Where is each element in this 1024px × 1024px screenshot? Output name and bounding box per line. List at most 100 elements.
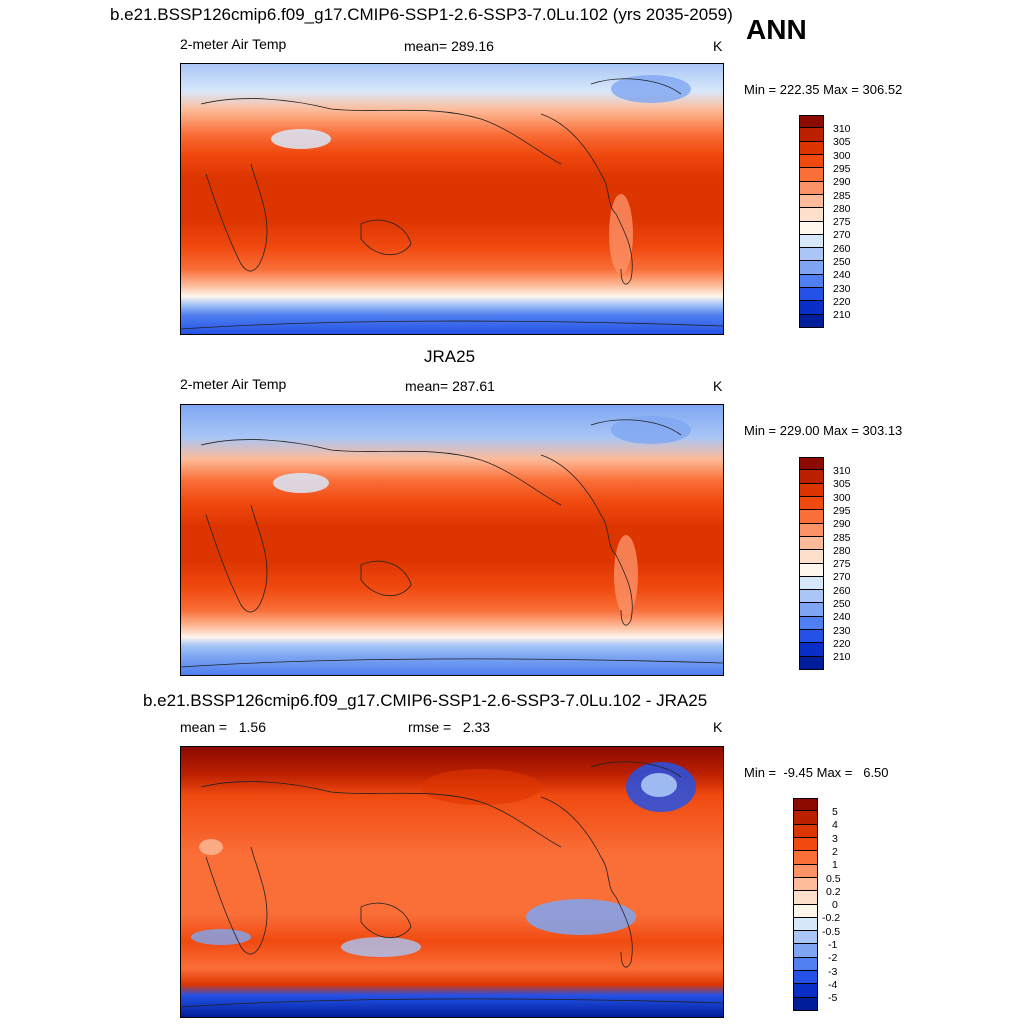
- colorbar-label: -0.5: [822, 925, 841, 938]
- colorbar-swatch: [799, 115, 824, 129]
- colorbar-label: 295: [833, 162, 851, 175]
- colorbar-label: 290: [833, 518, 851, 531]
- colorbar-label: 210: [833, 309, 851, 322]
- difference-map-field: [180, 747, 724, 1017]
- colorbar-swatch: [799, 234, 824, 249]
- colorbar-swatch: [793, 984, 818, 998]
- panel-center-label: mean= 287.61: [405, 378, 495, 394]
- colorbar-swatch: [799, 181, 824, 195]
- panel-minmax: Min = -9.45 Max = 6.50: [744, 765, 889, 780]
- colorbar-swatch: [793, 904, 818, 918]
- temperature-map-field: [180, 64, 724, 334]
- colorbar-label: 285: [833, 189, 851, 202]
- panel-left-label: mean = 1.56: [180, 719, 267, 735]
- colorbar-label: 230: [833, 282, 851, 295]
- panel-title: b.e21.BSSP126cmip6.f09_g17.CMIP6-SSP1-2.…: [143, 691, 708, 710]
- panel-title: JRA25: [424, 347, 476, 366]
- colorbar-swatch: [799, 496, 824, 511]
- panel-center-label: rmse = 2.33: [408, 719, 491, 735]
- colorbar-label: 210: [833, 651, 851, 664]
- colorbar-swatch: [799, 194, 824, 209]
- colorbar-label: -4: [828, 978, 838, 991]
- colorbar-label: 230: [833, 624, 851, 637]
- colorbar-label: 0.2: [826, 885, 841, 898]
- colorbar-swatch: [799, 536, 824, 551]
- colorbar-label: 3: [832, 832, 838, 845]
- colorbar-label: 295: [833, 504, 851, 517]
- colorbar-label: 250: [833, 256, 851, 268]
- colorbar-swatch: [799, 168, 824, 182]
- colorbar-swatch: [799, 128, 824, 142]
- colorbar-label: 300: [833, 491, 851, 504]
- colorbar-label: 310: [833, 123, 851, 135]
- colorbar-box: [799, 115, 824, 328]
- colorbar-swatch: [793, 851, 818, 865]
- colorbar: [793, 798, 818, 1011]
- colorbar-label: 240: [833, 269, 851, 282]
- colorbar-label: -5: [828, 992, 838, 1005]
- colorbar-label: 0.5: [826, 872, 841, 885]
- colorbar-swatch: [799, 563, 824, 577]
- colorbar-label: -1: [828, 939, 838, 951]
- colorbar-swatch: [799, 274, 824, 289]
- colorbar-swatch: [793, 864, 818, 878]
- colorbar-swatch: [793, 837, 818, 852]
- colorbar-swatch: [793, 971, 818, 985]
- colorbar-swatch: [799, 483, 824, 497]
- colorbar-label: 305: [833, 136, 851, 149]
- colorbar-swatch: [799, 208, 824, 222]
- colorbar: [799, 115, 824, 328]
- colorbar-swatch: [799, 301, 824, 315]
- colorbar-swatch: [799, 154, 824, 169]
- colorbar-labels: 5 4 3 2 1 0.5 0.2 0 -0.2 -0.5 -1 -2 -3 -…: [822, 806, 862, 1006]
- colorbar-swatch: [799, 550, 824, 564]
- colorbar-label: 220: [833, 295, 851, 308]
- colorbar-label: 270: [833, 571, 851, 584]
- colorbar-swatch: [799, 576, 824, 591]
- colorbar-label: 290: [833, 176, 851, 189]
- colorbar-swatch: [799, 510, 824, 524]
- colorbar: [799, 457, 824, 670]
- colorbar-swatch: [799, 630, 824, 644]
- colorbar-label: 240: [833, 611, 851, 624]
- colorbar-label: -0.2: [822, 912, 841, 925]
- colorbar-label: 1: [832, 859, 838, 872]
- colorbar-label: 250: [833, 598, 851, 610]
- panel-center-label: mean= 289.16: [404, 38, 494, 54]
- colorbar-label: 305: [833, 478, 851, 491]
- colorbar-label: 0: [832, 899, 838, 912]
- colorbar-label: 280: [833, 544, 851, 557]
- colorbar-labels: 310 305 300 295 290 285 280 275 270 260 …: [833, 123, 873, 323]
- panel-minmax: Min = 229.00 Max = 303.13: [744, 423, 903, 438]
- difference-map: [180, 746, 724, 1018]
- colorbar-swatch: [793, 824, 818, 838]
- colorbar-label: 260: [833, 584, 851, 597]
- colorbar-label: 310: [833, 465, 851, 477]
- colorbar-label: -3: [828, 965, 838, 978]
- temperature-map: [180, 404, 724, 676]
- colorbar-swatch: [799, 141, 824, 155]
- colorbar-swatch: [799, 221, 824, 235]
- figure-title: b.e21.BSSP126cmip6.f09_g17.CMIP6-SSP1-2.…: [110, 5, 733, 24]
- colorbar-swatch: [793, 811, 818, 825]
- panel-minmax: Min = 222.35 Max = 306.52: [744, 82, 903, 97]
- colorbar-label: 260: [833, 242, 851, 255]
- colorbar-swatch: [799, 523, 824, 537]
- colorbar-label: 300: [833, 149, 851, 162]
- colorbar-swatch: [793, 944, 818, 958]
- temperature-map-field: [180, 405, 724, 675]
- panel-units: K: [713, 719, 723, 735]
- colorbar-swatch: [793, 917, 818, 932]
- colorbar-swatch: [799, 288, 824, 302]
- colorbar-swatch: [793, 798, 818, 812]
- colorbar-label: 275: [833, 558, 851, 571]
- colorbar-swatch: [793, 877, 818, 892]
- colorbar-label: 220: [833, 637, 851, 650]
- colorbar-swatch: [793, 957, 818, 972]
- colorbar-swatch: [799, 616, 824, 631]
- colorbar-label: 270: [833, 229, 851, 242]
- colorbar-swatch: [799, 643, 824, 657]
- colorbar-label: 280: [833, 202, 851, 215]
- colorbar-swatch: [799, 590, 824, 604]
- colorbar-swatch: [793, 891, 818, 905]
